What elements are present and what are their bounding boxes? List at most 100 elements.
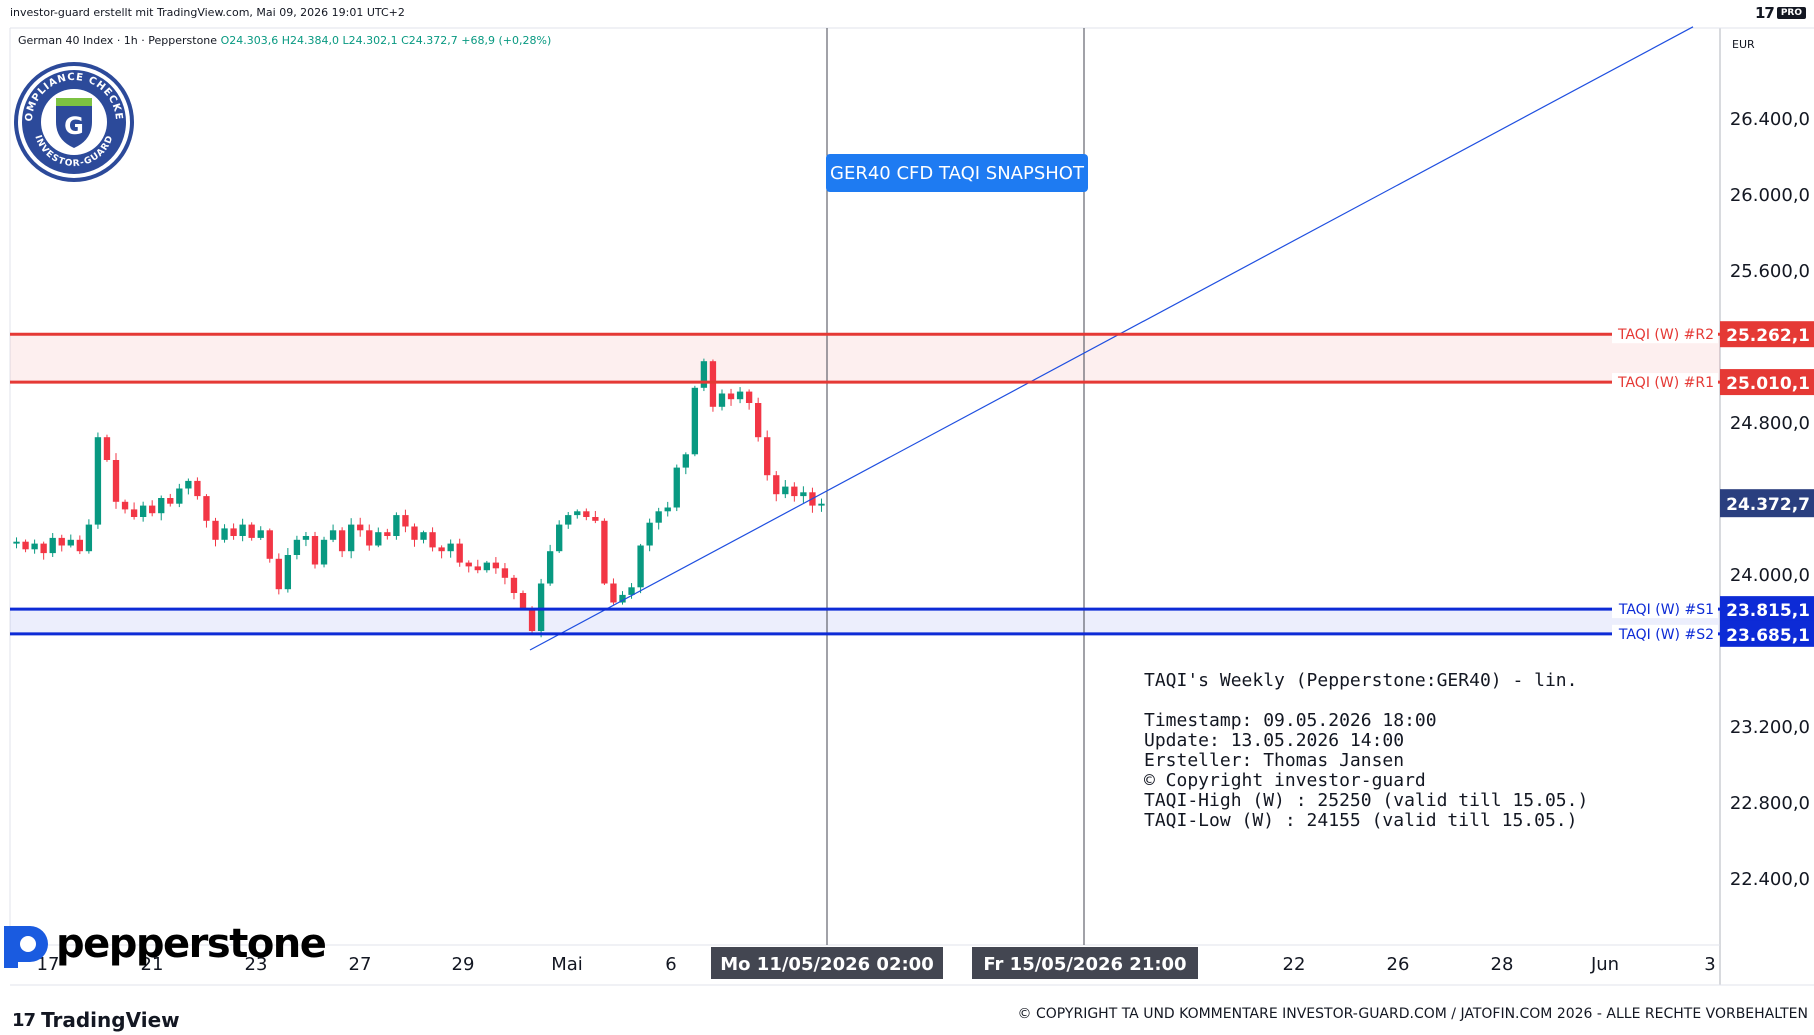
x-tick-label: 26 <box>1387 954 1410 975</box>
candle-body <box>375 532 382 546</box>
y-tick-label: 25.600,0 <box>1730 261 1810 282</box>
candle-body <box>212 520 219 540</box>
candle-body <box>474 566 481 571</box>
candle-body <box>203 496 210 521</box>
candle-body <box>492 562 500 569</box>
candle-body <box>393 515 400 536</box>
pepperstone-wordmark: pepperstone <box>56 921 327 967</box>
ohlc-high: H24.384,0 <box>281 34 339 47</box>
support-zone <box>10 609 1720 634</box>
candle-body <box>637 545 644 588</box>
level-price-badge <box>1720 321 1814 348</box>
candle-body <box>673 467 680 508</box>
info-box: TAQI's Weekly (Pepperstone:GER40) - lin.… <box>1144 671 1588 831</box>
ohlc-open: O24.303,6 <box>220 34 279 47</box>
candle-body <box>85 524 93 552</box>
candle-body <box>700 361 708 388</box>
candle-body <box>429 532 436 548</box>
info-taqi-low: TAQI-Low (W) : 24155 (valid till 15.05.) <box>1144 810 1578 831</box>
candle-body <box>718 393 726 407</box>
candle-body <box>257 530 264 538</box>
candle-body <box>338 530 346 552</box>
candle-body <box>121 501 129 510</box>
candle-body <box>782 486 789 495</box>
candle-body <box>31 543 38 550</box>
crosshair-date-label: Mo 11/05/2026 02:00 <box>720 954 933 975</box>
y-tick-label: 23.200,0 <box>1730 717 1810 738</box>
candle-body <box>791 486 798 497</box>
y-tick-label: 22.800,0 <box>1730 793 1810 814</box>
candle-body <box>248 524 255 538</box>
x-tick-label: Jun <box>1590 954 1619 975</box>
level-label-bg <box>1612 373 1718 392</box>
tradingview-logo-icon: 17 <box>1754 4 1775 22</box>
x-tick-label: 21 <box>141 954 164 975</box>
tradingview-wordmark: TradingView <box>41 1008 180 1032</box>
level-name: TAQI (W) #S2 <box>1618 627 1714 643</box>
level-label-bg <box>1612 325 1718 344</box>
svg-text:G: G <box>64 112 84 140</box>
candle-body <box>139 505 147 517</box>
candle-body <box>49 537 56 554</box>
candle-body <box>537 583 545 631</box>
level-price-badge <box>1720 596 1814 623</box>
tradingview-logo-icon: 17 <box>12 1009 36 1031</box>
candle-body <box>610 583 617 603</box>
candle-body <box>112 460 120 502</box>
candle-body <box>320 539 328 565</box>
candle-body <box>583 511 590 517</box>
candle-body <box>158 498 165 514</box>
candle-body <box>366 530 373 546</box>
ohlc-close: C24.372,7 <box>401 34 458 47</box>
x-tick-label: Mai <box>551 954 583 975</box>
level-label-bg <box>1612 624 1718 643</box>
candle-body <box>546 551 554 584</box>
candle-body <box>438 547 445 552</box>
candle-body <box>682 454 689 468</box>
candle-body <box>402 515 409 527</box>
y-tick-label: 26.400,0 <box>1730 109 1810 130</box>
candle-body <box>130 509 138 517</box>
y-tick-label: 26.000,0 <box>1730 185 1810 206</box>
candle-body <box>266 530 273 559</box>
trendline <box>529 26 1694 651</box>
x-tick-label: 29 <box>452 954 475 975</box>
candle-body <box>40 543 47 554</box>
symbol-ohlc-bar[interactable]: German 40 Index · 1h · Pepperstone O24.3… <box>18 34 551 47</box>
tradingview-pro-badge: 17 PRO <box>1755 4 1806 22</box>
candle-body <box>293 539 301 555</box>
level-price-badge <box>1720 369 1814 396</box>
info-author: Ersteller: Thomas Jansen <box>1144 750 1405 771</box>
x-tick-label: 22 <box>1283 954 1306 975</box>
candle-body <box>76 539 83 552</box>
info-copyright: © Copyright investor-guard <box>1144 770 1426 791</box>
candle-body <box>456 543 463 563</box>
candle-body <box>167 498 174 504</box>
candle-body <box>709 361 717 407</box>
compliance-seal-icon: COMPLIANCE CHECKED INVESTOR-GUARD G <box>12 60 134 182</box>
candle-body <box>465 562 472 567</box>
pepperstone-p-icon <box>4 926 48 968</box>
pro-label: PRO <box>1776 7 1806 19</box>
candle-body <box>275 558 282 590</box>
level-name: TAQI (W) #R1 <box>1617 375 1714 391</box>
symbol-name: German 40 Index · 1h · Pepperstone <box>18 34 218 47</box>
footer-copyright: © COPYRIGHT TA UND KOMMENTARE INVESTOR-G… <box>1017 1006 1808 1022</box>
level-price-badge <box>1720 620 1814 647</box>
candle-body <box>103 437 111 460</box>
candle-body <box>745 391 753 403</box>
x-tick-label: 17 <box>37 954 60 975</box>
candle-body <box>311 536 319 565</box>
y-tick-label: 24.800,0 <box>1730 413 1810 434</box>
level-price-label: 25.010,1 <box>1726 374 1810 394</box>
y-tick-label: 22.400,0 <box>1730 869 1810 890</box>
candle-body <box>501 568 509 578</box>
candle-body <box>185 480 192 489</box>
crosshair-date-badge <box>972 947 1198 979</box>
candle-body <box>800 492 807 497</box>
candle-body <box>574 511 581 516</box>
candle-body <box>646 522 653 546</box>
candle-body <box>149 505 156 514</box>
info-timestamp: Timestamp: 09.05.2026 18:00 <box>1144 710 1437 731</box>
x-tick-label: 28 <box>1491 954 1514 975</box>
